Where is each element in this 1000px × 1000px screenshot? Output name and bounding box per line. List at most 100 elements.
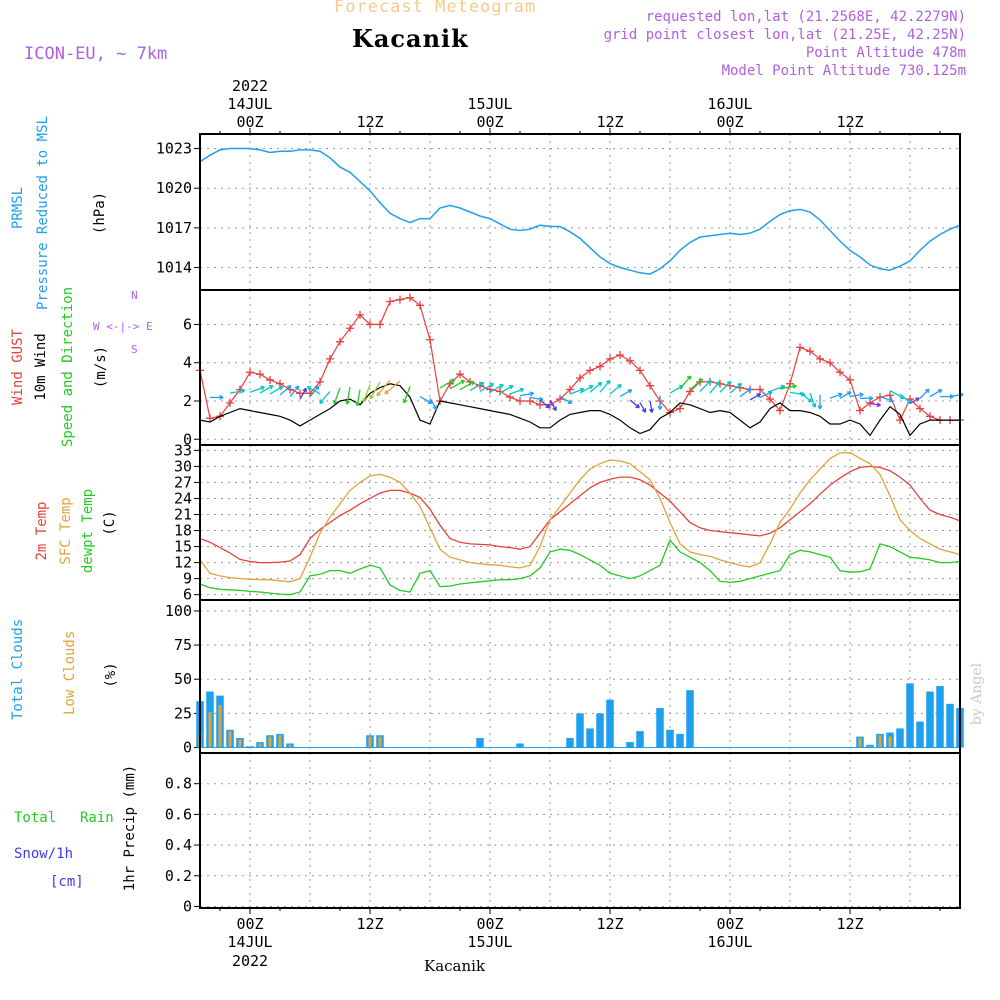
y-tick-label: 100	[165, 602, 192, 620]
gust-marker	[926, 412, 934, 421]
y-tick-label: 75	[174, 636, 192, 654]
p2-label-speed-dir: Speed and Direction	[60, 286, 76, 447]
low-cloud-bar	[268, 736, 272, 748]
wind-arrow	[307, 386, 321, 395]
gust-marker	[406, 293, 414, 302]
p1-label-prmsl: PRMSL	[10, 186, 26, 230]
time-label-top: 00Z	[716, 113, 743, 131]
gridpoint-coords: grid point closest lon,lat (21.25E, 42.2…	[603, 27, 966, 43]
wind-arrow	[356, 389, 361, 406]
panel-frame	[199, 444, 961, 601]
wind-arrow	[539, 399, 550, 409]
time-label-bottom: 00Z	[716, 915, 743, 933]
low-cloud-bar	[888, 736, 892, 748]
wind-arrow	[259, 385, 274, 394]
time-label-bottom: 12Z	[836, 915, 863, 933]
wind-arrow-head	[617, 383, 622, 389]
y-tick-label: 15	[174, 538, 192, 556]
gust-marker	[256, 370, 264, 379]
gust-marker	[226, 398, 234, 407]
wind-arrow-head	[767, 390, 773, 396]
total-cloud-bar	[676, 733, 684, 748]
wind-arrow-head	[545, 403, 550, 409]
gust-marker	[416, 301, 424, 310]
date-label-top: 14JUL	[227, 95, 272, 113]
wind-arrow-head	[859, 392, 864, 398]
total-cloud-bar	[476, 737, 484, 748]
gust-marker	[626, 356, 634, 365]
low-cloud-bar	[218, 705, 222, 748]
time-label-bottom: 12Z	[596, 915, 623, 933]
wind-arrow-head	[479, 381, 485, 387]
total-cloud-bar	[596, 713, 604, 748]
wind-arrow-head	[302, 387, 307, 393]
low-cloud-bar	[288, 744, 292, 748]
y-tick-label: 6	[183, 586, 192, 604]
p3-unit: (C)	[102, 510, 118, 536]
wind-arrow	[699, 379, 712, 392]
low-cloud-bar	[858, 737, 862, 748]
wind-arrow-head	[876, 402, 881, 408]
total-cloud-bar	[566, 737, 574, 748]
point-altitude: Point Altitude 478m	[805, 45, 966, 61]
wind-arrow-head	[567, 399, 573, 404]
y-tick-label: 2	[183, 392, 192, 410]
wind-arrow	[759, 391, 773, 398]
wind-arrow-head	[817, 405, 823, 410]
y-tick-label: 50	[174, 670, 192, 688]
wind-arrow-head	[579, 387, 585, 393]
y-tick-label: 1017	[156, 219, 192, 237]
wind-arrow	[729, 383, 742, 394]
wind-arrow	[346, 386, 351, 405]
wind-arrow-head	[588, 385, 594, 390]
date-label-top: 16JUL	[707, 95, 752, 113]
wind-arrow	[519, 392, 534, 397]
wind-arrow-head	[635, 403, 640, 409]
year-label-top: 2022	[232, 77, 268, 95]
y-tick-label: 12	[174, 554, 192, 572]
gust-marker	[606, 354, 614, 363]
total-cloud-bar	[686, 690, 694, 748]
y-tick-label: 0	[183, 430, 192, 448]
wind-arrow-head	[529, 391, 535, 397]
wind-arrow	[449, 379, 465, 390]
wind-arrow-head	[715, 381, 721, 386]
gust-marker	[796, 343, 804, 352]
total-cloud-bar	[896, 728, 904, 748]
p3-label-sfc: SFC Temp	[58, 497, 74, 565]
p2-unit: (m/s)	[93, 345, 109, 389]
y-tick-label: 1014	[156, 259, 192, 277]
date-label-bottom: 15JUL	[467, 933, 512, 951]
low-cloud-bar	[238, 739, 242, 748]
low-cloud-bar	[868, 746, 872, 748]
total-cloud-bar	[576, 713, 584, 748]
wind-arrow-head	[314, 385, 320, 391]
wind-arrow	[376, 379, 391, 397]
gust-marker	[516, 396, 524, 405]
requested-coords: requested lon,lat (21.2568E, 42.2279N)	[645, 9, 966, 25]
gust-marker	[526, 396, 534, 405]
wind-arrow	[619, 389, 633, 398]
y-tick-label: 33	[174, 441, 192, 459]
wind-arrow-head	[260, 385, 265, 391]
total-cloud-bar	[606, 699, 614, 748]
wind-arrow-head	[686, 375, 692, 381]
wind-arrow-head	[508, 385, 514, 390]
wind-arrow-head	[450, 378, 456, 384]
y-tick-label: 0	[183, 739, 192, 757]
low-cloud-bar	[878, 735, 882, 748]
time-label-top: 00Z	[476, 113, 503, 131]
gust-marker	[846, 375, 854, 384]
gust-marker	[816, 354, 824, 363]
time-label-top: 12Z	[356, 113, 383, 131]
wind-arrow-head	[376, 391, 382, 397]
time-label-top: 12Z	[596, 113, 623, 131]
gust-marker	[326, 354, 334, 363]
wind-arrow	[709, 381, 721, 394]
model-label: ICON-EU, ~ 7km	[24, 44, 168, 64]
p5-unit: 1hr Precip (mm)	[122, 764, 138, 892]
time-label-bottom: 12Z	[356, 915, 383, 933]
wind-arrow-head	[937, 389, 943, 394]
wind-arrow	[559, 395, 573, 404]
wind-arrow-head	[707, 379, 712, 385]
